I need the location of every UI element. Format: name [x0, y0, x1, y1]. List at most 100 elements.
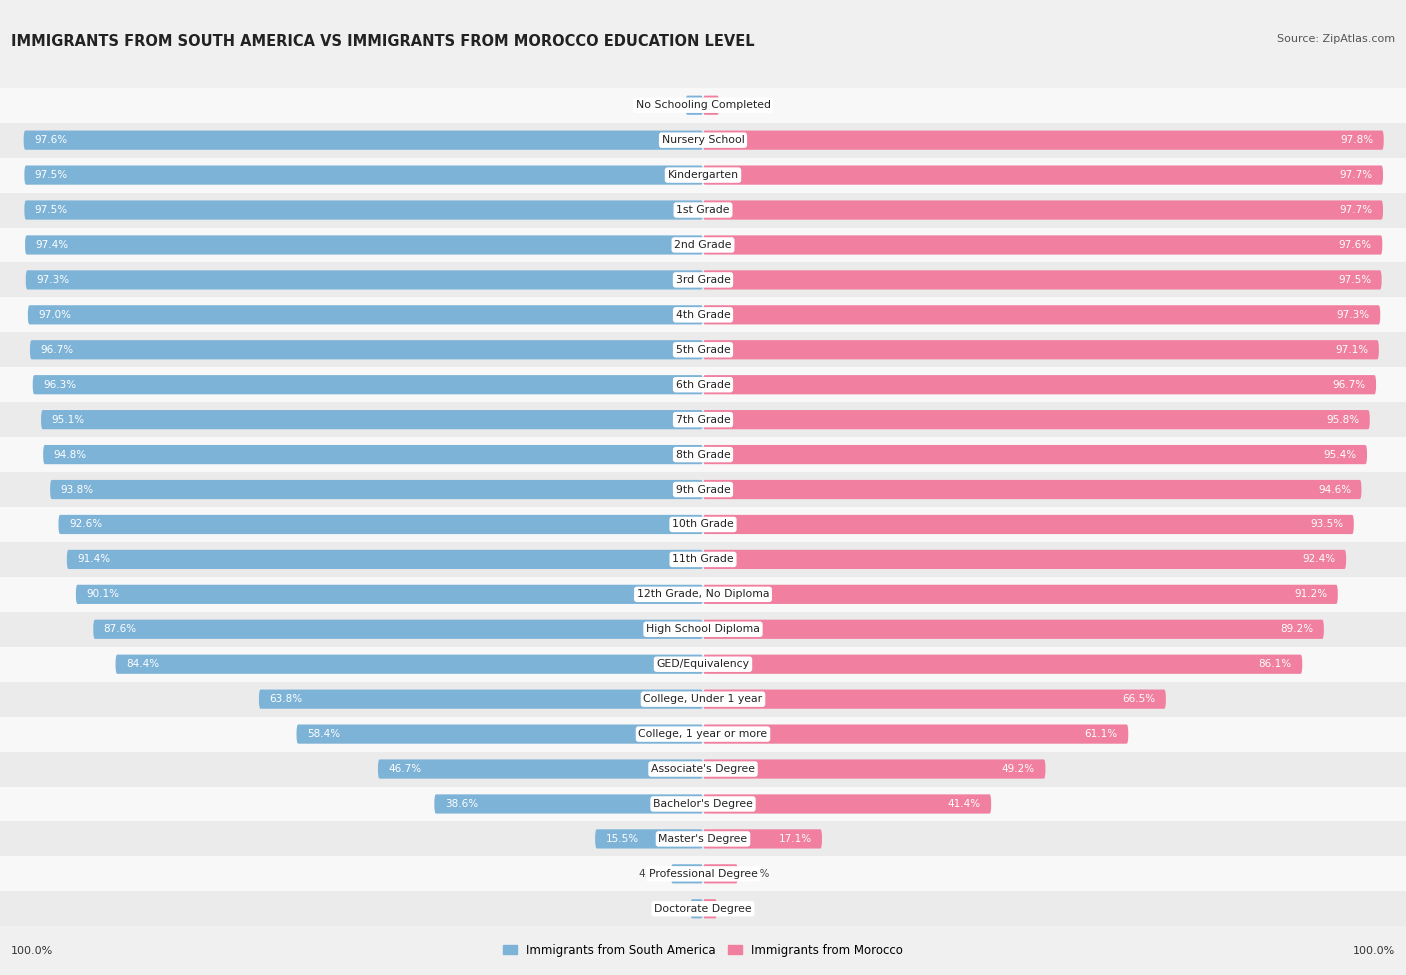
FancyBboxPatch shape — [44, 445, 703, 464]
FancyBboxPatch shape — [703, 131, 1384, 150]
Text: 95.4%: 95.4% — [1323, 449, 1357, 459]
Text: College, 1 year or more: College, 1 year or more — [638, 729, 768, 739]
FancyBboxPatch shape — [378, 760, 703, 779]
Text: No Schooling Completed: No Schooling Completed — [636, 100, 770, 110]
FancyBboxPatch shape — [595, 830, 703, 848]
FancyBboxPatch shape — [25, 235, 703, 254]
Bar — [0, 88, 1406, 123]
FancyBboxPatch shape — [690, 899, 703, 918]
FancyBboxPatch shape — [259, 689, 703, 709]
Text: 4th Grade: 4th Grade — [676, 310, 730, 320]
FancyBboxPatch shape — [24, 201, 703, 219]
FancyBboxPatch shape — [59, 515, 703, 534]
FancyBboxPatch shape — [703, 689, 1166, 709]
Text: 97.3%: 97.3% — [37, 275, 69, 285]
FancyBboxPatch shape — [24, 131, 703, 150]
Bar — [0, 646, 1406, 682]
Text: Associate's Degree: Associate's Degree — [651, 764, 755, 774]
Text: 5.0%: 5.0% — [744, 869, 769, 878]
Text: 92.4%: 92.4% — [1302, 555, 1336, 565]
FancyBboxPatch shape — [703, 235, 1382, 254]
FancyBboxPatch shape — [297, 724, 703, 744]
Text: 41.4%: 41.4% — [948, 799, 981, 809]
Bar — [0, 577, 1406, 612]
Text: 97.5%: 97.5% — [35, 170, 67, 180]
Text: 97.4%: 97.4% — [35, 240, 69, 250]
Text: 91.4%: 91.4% — [77, 555, 111, 565]
FancyBboxPatch shape — [703, 270, 1382, 290]
Bar — [0, 158, 1406, 193]
Text: 2.5%: 2.5% — [654, 100, 681, 110]
Text: 96.7%: 96.7% — [41, 345, 73, 355]
Bar — [0, 123, 1406, 158]
FancyBboxPatch shape — [703, 620, 1324, 639]
Bar — [0, 787, 1406, 821]
Text: High School Diploma: High School Diploma — [647, 624, 759, 635]
Text: Master's Degree: Master's Degree — [658, 834, 748, 844]
Bar — [0, 332, 1406, 368]
FancyBboxPatch shape — [703, 760, 1046, 779]
FancyBboxPatch shape — [686, 96, 703, 115]
Text: 95.1%: 95.1% — [52, 414, 84, 425]
FancyBboxPatch shape — [703, 585, 1337, 604]
Bar — [0, 297, 1406, 332]
Text: 1.8%: 1.8% — [658, 904, 685, 914]
FancyBboxPatch shape — [41, 410, 703, 429]
Text: 92.6%: 92.6% — [69, 520, 103, 529]
Bar — [0, 368, 1406, 402]
Text: 87.6%: 87.6% — [104, 624, 136, 635]
FancyBboxPatch shape — [703, 830, 823, 848]
FancyBboxPatch shape — [703, 410, 1369, 429]
Bar — [0, 542, 1406, 577]
Text: 38.6%: 38.6% — [444, 799, 478, 809]
FancyBboxPatch shape — [434, 795, 703, 813]
Text: IMMIGRANTS FROM SOUTH AMERICA VS IMMIGRANTS FROM MOROCCO EDUCATION LEVEL: IMMIGRANTS FROM SOUTH AMERICA VS IMMIGRA… — [11, 34, 755, 49]
Text: 97.5%: 97.5% — [35, 205, 67, 215]
Text: College, Under 1 year: College, Under 1 year — [644, 694, 762, 704]
Text: 7th Grade: 7th Grade — [676, 414, 730, 425]
Text: Bachelor's Degree: Bachelor's Degree — [652, 799, 754, 809]
Text: 96.3%: 96.3% — [44, 379, 76, 390]
Text: 15.5%: 15.5% — [606, 834, 638, 844]
Bar — [0, 752, 1406, 787]
Text: 46.7%: 46.7% — [388, 764, 422, 774]
Text: 10th Grade: 10th Grade — [672, 520, 734, 529]
FancyBboxPatch shape — [703, 864, 738, 883]
Text: 100.0%: 100.0% — [1353, 946, 1395, 956]
Text: 49.2%: 49.2% — [1002, 764, 1035, 774]
FancyBboxPatch shape — [703, 480, 1361, 499]
FancyBboxPatch shape — [115, 654, 703, 674]
FancyBboxPatch shape — [67, 550, 703, 569]
Text: 91.2%: 91.2% — [1294, 589, 1327, 600]
Text: 100.0%: 100.0% — [11, 946, 53, 956]
Text: 61.1%: 61.1% — [1084, 729, 1118, 739]
Text: 95.8%: 95.8% — [1326, 414, 1360, 425]
Bar — [0, 856, 1406, 891]
Bar — [0, 193, 1406, 227]
FancyBboxPatch shape — [30, 340, 703, 360]
FancyBboxPatch shape — [703, 550, 1346, 569]
Text: 2.3%: 2.3% — [724, 100, 751, 110]
Text: 2nd Grade: 2nd Grade — [675, 240, 731, 250]
FancyBboxPatch shape — [703, 515, 1354, 534]
Bar — [0, 437, 1406, 472]
Text: GED/Equivalency: GED/Equivalency — [657, 659, 749, 669]
Text: 97.0%: 97.0% — [38, 310, 72, 320]
FancyBboxPatch shape — [51, 480, 703, 499]
Text: 3rd Grade: 3rd Grade — [675, 275, 731, 285]
Bar — [0, 227, 1406, 262]
Text: 97.6%: 97.6% — [1339, 240, 1372, 250]
Bar — [0, 262, 1406, 297]
Text: Kindergarten: Kindergarten — [668, 170, 738, 180]
Text: Doctorate Degree: Doctorate Degree — [654, 904, 752, 914]
Bar — [0, 612, 1406, 646]
Bar — [0, 821, 1406, 856]
FancyBboxPatch shape — [703, 899, 717, 918]
Text: 93.5%: 93.5% — [1310, 520, 1343, 529]
Text: 4.6%: 4.6% — [638, 869, 665, 878]
FancyBboxPatch shape — [703, 445, 1367, 464]
Text: 93.8%: 93.8% — [60, 485, 94, 494]
Text: 66.5%: 66.5% — [1122, 694, 1156, 704]
Text: 6th Grade: 6th Grade — [676, 379, 730, 390]
FancyBboxPatch shape — [703, 201, 1384, 219]
